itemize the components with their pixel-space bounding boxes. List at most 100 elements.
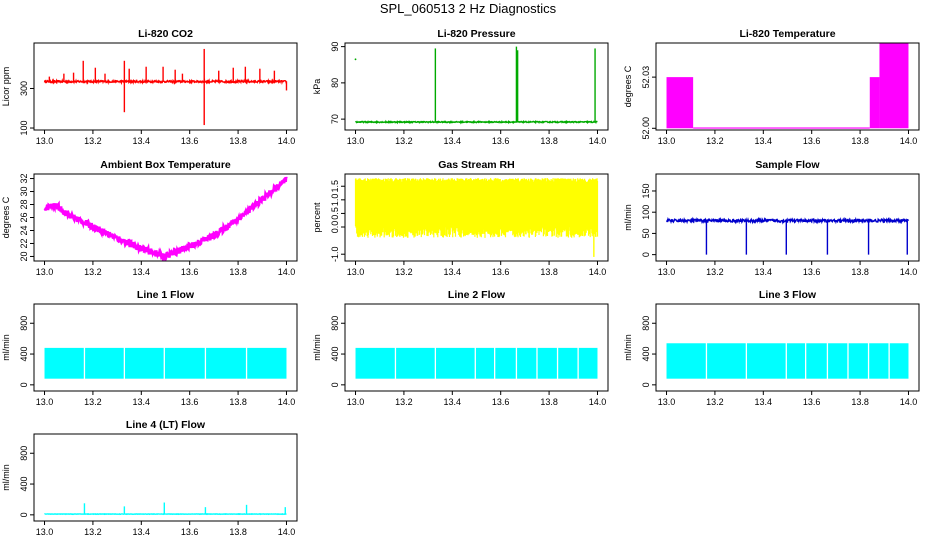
y-tick-label: 800 bbox=[19, 316, 29, 331]
y-tick-label: 52.03 bbox=[641, 66, 651, 89]
y-tick-label: 90 bbox=[330, 42, 340, 52]
x-tick-label: 13.2 bbox=[395, 267, 413, 277]
data-layer bbox=[354, 46, 598, 125]
y-tick-label: 400 bbox=[330, 347, 340, 362]
y-tick-label: 1.5 bbox=[330, 180, 340, 193]
x-tick-label: 13.8 bbox=[540, 136, 558, 146]
x-tick-label: 13.2 bbox=[395, 397, 413, 407]
y-tick-label: 22 bbox=[19, 238, 29, 248]
x-tick-label: 13.2 bbox=[395, 136, 413, 146]
y-tick-label: 20 bbox=[19, 251, 29, 261]
chart-panel-5: Gas Stream RH percent 13.0 13.2 13.4 13.6 13.8… bbox=[312, 159, 609, 277]
y-tick-label: 0 bbox=[19, 512, 29, 517]
y-tick-label: 28 bbox=[19, 200, 29, 210]
chart-panel-4: Ambient Box Temperature degrees C 13.0 13.2… bbox=[1, 159, 298, 277]
y-axis-label: ml/min bbox=[1, 334, 11, 361]
y-tick-label: 300 bbox=[19, 81, 29, 96]
x-tick-label: 13.2 bbox=[706, 267, 724, 277]
data-layer bbox=[43, 176, 288, 261]
x-tick-label: 13.6 bbox=[803, 397, 821, 407]
x-tick-label: 14.0 bbox=[900, 397, 918, 407]
x-tick-label: 14.0 bbox=[900, 136, 918, 146]
series-line bbox=[355, 119, 598, 125]
x-tick-label: 13.6 bbox=[492, 397, 510, 407]
x-tick-label: 13.6 bbox=[492, 267, 510, 277]
chart-title: Li-820 CO2 bbox=[138, 28, 193, 40]
chart-panel-9: Line 3 Flow ml/min 13.0 13.2 13.4 13.6 13.8 14.… bbox=[623, 289, 920, 407]
y-axis-label: ml/min bbox=[312, 334, 322, 361]
y-tick-label: -1.0 bbox=[330, 246, 340, 262]
y-tick-label: 400 bbox=[19, 347, 29, 362]
data-layer bbox=[44, 346, 287, 380]
x-tick-label: 13.6 bbox=[803, 136, 821, 146]
x-tick-label: 13.4 bbox=[133, 527, 151, 537]
plot-frame bbox=[655, 42, 920, 131]
y-tick-label: 0 bbox=[19, 382, 29, 387]
chart-title: Line 4 (LT) Flow bbox=[126, 419, 206, 431]
x-tick-label: 13.0 bbox=[658, 267, 676, 277]
x-tick-label: 13.0 bbox=[347, 397, 365, 407]
data-layer bbox=[354, 178, 599, 257]
x-tick-label: 13.4 bbox=[444, 136, 462, 146]
data-layer bbox=[666, 43, 909, 129]
plot-frame bbox=[344, 42, 609, 131]
band-1 bbox=[666, 77, 694, 129]
series-band bbox=[354, 178, 599, 238]
x-tick-label: 13.2 bbox=[706, 397, 724, 407]
data-layer bbox=[355, 346, 598, 380]
x-tick-label: 14.0 bbox=[900, 267, 918, 277]
x-tick-label: 14.0 bbox=[278, 397, 296, 407]
x-tick-label: 13.8 bbox=[229, 136, 247, 146]
x-tick-label: 13.6 bbox=[181, 527, 199, 537]
y-axis-label: degrees C bbox=[623, 65, 633, 107]
x-tick-label: 13.0 bbox=[36, 136, 54, 146]
plot-frame bbox=[33, 433, 298, 522]
plot-frame bbox=[344, 303, 609, 392]
x-tick-label: 13.4 bbox=[133, 267, 151, 277]
chart-title: Ambient Box Temperature bbox=[100, 159, 231, 171]
y-tick-label: 30 bbox=[19, 187, 29, 197]
x-tick-label: 13.0 bbox=[347, 136, 365, 146]
x-tick-label: 13.4 bbox=[755, 136, 773, 146]
x-tick-label: 13.6 bbox=[181, 136, 199, 146]
y-tick-label: 80 bbox=[330, 78, 340, 88]
x-tick-label: 13.8 bbox=[229, 397, 247, 407]
band-3 bbox=[869, 77, 880, 129]
chart-title: Line 3 Flow bbox=[759, 289, 817, 301]
series-block bbox=[44, 347, 287, 379]
x-tick-label: 13.8 bbox=[229, 527, 247, 537]
x-tick-label: 13.4 bbox=[133, 397, 151, 407]
data-layer bbox=[665, 216, 910, 255]
y-axis-label: kPa bbox=[312, 79, 322, 95]
y-tick-label: 52.00 bbox=[641, 117, 651, 140]
x-tick-label: 13.6 bbox=[492, 136, 510, 146]
y-axis-label: ml/min bbox=[1, 464, 11, 491]
x-tick-label: 13.6 bbox=[181, 267, 199, 277]
chart-panel-10: Line 4 (LT) Flow ml/min 13.0 13.2 13.4 13.6 13… bbox=[1, 419, 298, 537]
x-tick-label: 13.8 bbox=[540, 397, 558, 407]
x-tick-label: 13.4 bbox=[755, 397, 773, 407]
x-tick-label: 14.0 bbox=[589, 267, 607, 277]
series-line bbox=[43, 77, 288, 86]
y-tick-label: 0 bbox=[641, 382, 651, 387]
point-1 bbox=[354, 58, 357, 61]
y-tick-label: 400 bbox=[641, 347, 651, 362]
chart-title: Gas Stream RH bbox=[438, 159, 514, 171]
chart-panel-7: Line 1 Flow ml/min 13.0 13.2 13.4 13.6 13.8 14.… bbox=[1, 289, 298, 407]
y-tick-label: 26 bbox=[19, 212, 29, 222]
band-2 bbox=[693, 127, 870, 129]
y-tick-label: 800 bbox=[641, 316, 651, 331]
y-tick-label: 100 bbox=[19, 121, 29, 136]
chart-title: Li-820 Temperature bbox=[739, 28, 835, 40]
chart-title: Line 2 Flow bbox=[448, 289, 506, 301]
x-tick-label: 13.4 bbox=[444, 397, 462, 407]
y-axis-label: ml/min bbox=[623, 204, 633, 231]
x-tick-label: 14.0 bbox=[278, 267, 296, 277]
x-tick-label: 13.0 bbox=[36, 397, 54, 407]
y-tick-label: 0.0 bbox=[330, 221, 340, 234]
band-4 bbox=[879, 43, 909, 129]
x-tick-label: 13.8 bbox=[229, 267, 247, 277]
data-layer bbox=[666, 342, 909, 380]
data-layer bbox=[43, 48, 288, 126]
